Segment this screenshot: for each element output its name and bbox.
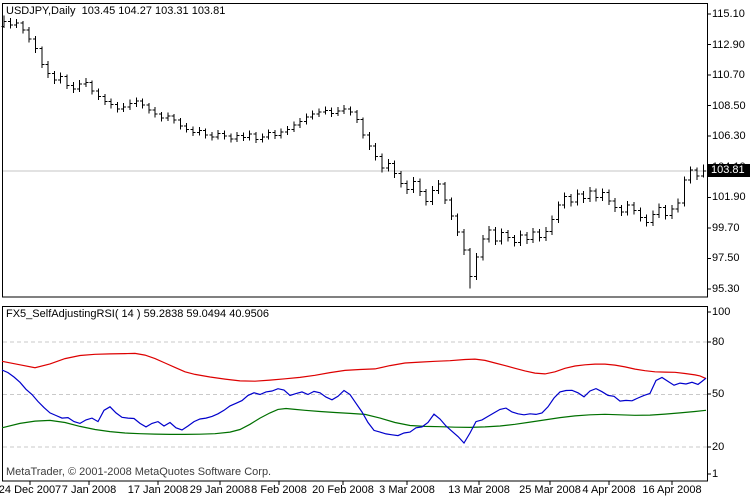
price-axis-label: 110.70 bbox=[712, 69, 745, 81]
lower-band-line bbox=[1, 407, 707, 435]
price-axis-label: 106.30 bbox=[712, 130, 746, 142]
indicator-axis-label: 20 bbox=[712, 441, 725, 453]
price-axis-label: 115.10 bbox=[712, 8, 745, 20]
price-axis-label: 95.30 bbox=[712, 283, 740, 295]
time-axis-label: 25 Mar 2008 bbox=[519, 484, 581, 496]
time-axis-label: 13 Mar 2008 bbox=[448, 484, 510, 496]
price-axis-label: 108.50 bbox=[712, 100, 746, 112]
time-axis-label: 29 Jan 2008 bbox=[189, 484, 251, 496]
price-axis-label: 101.90 bbox=[712, 191, 746, 203]
time-axis-label: 20 Feb 2008 bbox=[312, 484, 374, 496]
main-chart-canvas[interactable] bbox=[2, 3, 708, 298]
time-axis-label: 24 Dec 2007 bbox=[0, 484, 62, 496]
current-price-badge: 103.81 bbox=[708, 164, 750, 177]
price-axis-label: 112.90 bbox=[712, 39, 745, 51]
time-axis-label: 3 Mar 2008 bbox=[379, 484, 435, 496]
chart-title: USDJPY,Daily 103.45 104.27 103.31 103.81 bbox=[6, 5, 226, 17]
indicator-gridlines bbox=[3, 341, 707, 448]
ohlc-bars bbox=[1, 15, 706, 289]
time-axis-label: 16 Apr 2008 bbox=[642, 484, 702, 496]
price-axis-label: 99.70 bbox=[712, 222, 740, 234]
time-axis-label: 7 Jan 2008 bbox=[61, 484, 117, 496]
indicator-axis-label: 80 bbox=[712, 336, 725, 348]
price-axis-label: 97.50 bbox=[712, 252, 740, 264]
indicator-axis-label: 100 bbox=[712, 306, 731, 318]
upper-band-line bbox=[1, 352, 707, 382]
indicator-axis-label: 50 bbox=[712, 388, 725, 400]
indicator-canvas[interactable] bbox=[2, 306, 708, 482]
time-axis-label: 4 Apr 2008 bbox=[582, 484, 636, 496]
time-axis-label: 8 Feb 2008 bbox=[251, 484, 307, 496]
indicator-axis-label: 1 bbox=[712, 468, 719, 480]
time-axis-label: 17 Jan 2008 bbox=[127, 484, 189, 496]
rsi-line bbox=[1, 369, 707, 444]
indicator-title: FX5_SelfAdjustingRSI( 14 ) 59.2838 59.04… bbox=[6, 308, 269, 320]
watermark: MetaTrader, © 2001-2008 MetaQuotes Softw… bbox=[6, 466, 272, 478]
